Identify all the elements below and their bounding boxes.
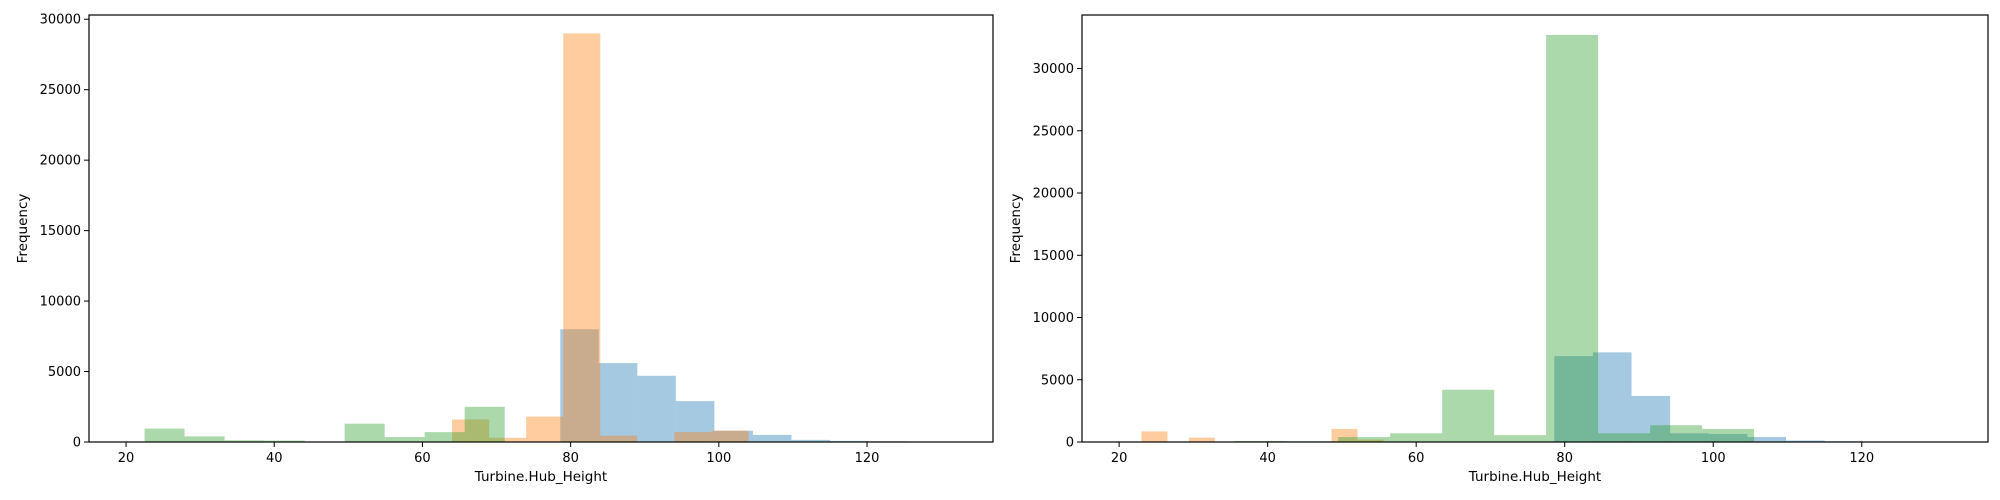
y-tick-label: 15000: [40, 224, 81, 239]
histogram-bar: [264, 440, 305, 442]
x-tick-label: 120: [855, 451, 880, 466]
y-tick-label: 30000: [40, 13, 81, 28]
histogram-bar: [144, 428, 185, 442]
histogram-bar: [464, 406, 505, 442]
histogram-panel-left: 20 40 60 80 100 120 0 5000 10000 15000 20000 25000 3…: [15, 13, 994, 485]
histogram-bar: [1331, 428, 1358, 442]
y-tick-label: 10000: [1033, 311, 1074, 326]
histogram-bar: [489, 437, 527, 442]
histogram-bar: [452, 419, 490, 442]
histogram-bar: [424, 432, 465, 442]
y-tick-label: 25000: [40, 83, 81, 98]
histogram-bar: [674, 432, 712, 442]
histogram-bar: [563, 33, 601, 443]
histogram-bar: [1494, 435, 1547, 442]
histogram-bar: [600, 435, 638, 442]
y-tick-label: 20000: [1033, 187, 1074, 202]
histogram-bar: [598, 363, 638, 442]
histogram-bar: [791, 439, 830, 442]
histogram-bar: [1670, 433, 1709, 442]
histogram-bar: [675, 401, 715, 442]
histogram-bar: [184, 436, 225, 442]
histogram-bar: [1188, 437, 1215, 442]
histogram-bar: [711, 430, 749, 442]
x-tick-label: 120: [1849, 451, 1874, 466]
histogram-bar: [344, 423, 385, 442]
histogram-bar: [637, 375, 676, 442]
x-axis-label: Turbine.Hub_Height: [1468, 469, 1601, 485]
y-axis-label: Frequency: [15, 194, 31, 264]
y-tick-label: 15000: [1033, 249, 1074, 264]
x-tick-label: 40: [266, 451, 283, 466]
y-tick-label: 0: [1066, 436, 1074, 451]
histogram-bar: [1747, 437, 1787, 442]
histogram-bar: [384, 437, 425, 442]
y-tick-label: 5000: [1041, 373, 1074, 388]
histogram-bar: [1650, 425, 1703, 442]
x-tick-label: 60: [414, 451, 431, 466]
y-tick-label: 5000: [48, 365, 81, 380]
x-tick-label: 100: [706, 451, 731, 466]
x-tick-label: 20: [118, 451, 135, 466]
histogram-bar: [714, 430, 753, 442]
histogram-bar: [560, 329, 599, 442]
histogram-bar: [752, 434, 792, 442]
plot-frame: [1081, 14, 1989, 443]
histogram-bar: [1708, 433, 1748, 442]
histogram-bar: [1631, 395, 1671, 442]
histogram-bar: [1786, 440, 1825, 442]
y-tick-label: 10000: [40, 295, 81, 310]
y-tick-label: 30000: [1033, 62, 1074, 77]
y-axis-label: Frequency: [1008, 194, 1024, 264]
x-tick-label: 40: [1259, 451, 1276, 466]
histogram-panel-right: 20 40 60 80 100 120 0 5000 10000 15000 20000 25000 3…: [1008, 14, 1989, 485]
x-tick-label: 80: [1556, 451, 1573, 466]
histogram-bar: [1554, 356, 1593, 442]
x-tick-label: 60: [1408, 451, 1425, 466]
histogram-bar: [224, 440, 265, 442]
y-tick-label: 0: [73, 436, 81, 451]
histogram-bar: [1141, 431, 1168, 442]
y-tick-label: 20000: [40, 154, 81, 169]
histogram-bar: [526, 416, 564, 442]
histogram-bar: [1357, 439, 1384, 442]
plot-frame: [88, 14, 994, 443]
x-tick-label: 100: [1701, 451, 1726, 466]
histogram-bar: [1442, 389, 1495, 442]
histogram-bar: [1592, 352, 1632, 442]
histogram-bar: [1598, 433, 1651, 442]
histogram-bar: [1702, 428, 1755, 442]
x-axis-label: Turbine.Hub_Height: [474, 469, 607, 485]
histogram-bar: [1390, 433, 1443, 442]
x-tick-label: 20: [1111, 451, 1128, 466]
histogram-bar: [1338, 437, 1391, 442]
y-tick-label: 25000: [1033, 124, 1074, 139]
x-tick-label: 80: [562, 451, 579, 466]
histogram-bar: [1546, 34, 1599, 442]
